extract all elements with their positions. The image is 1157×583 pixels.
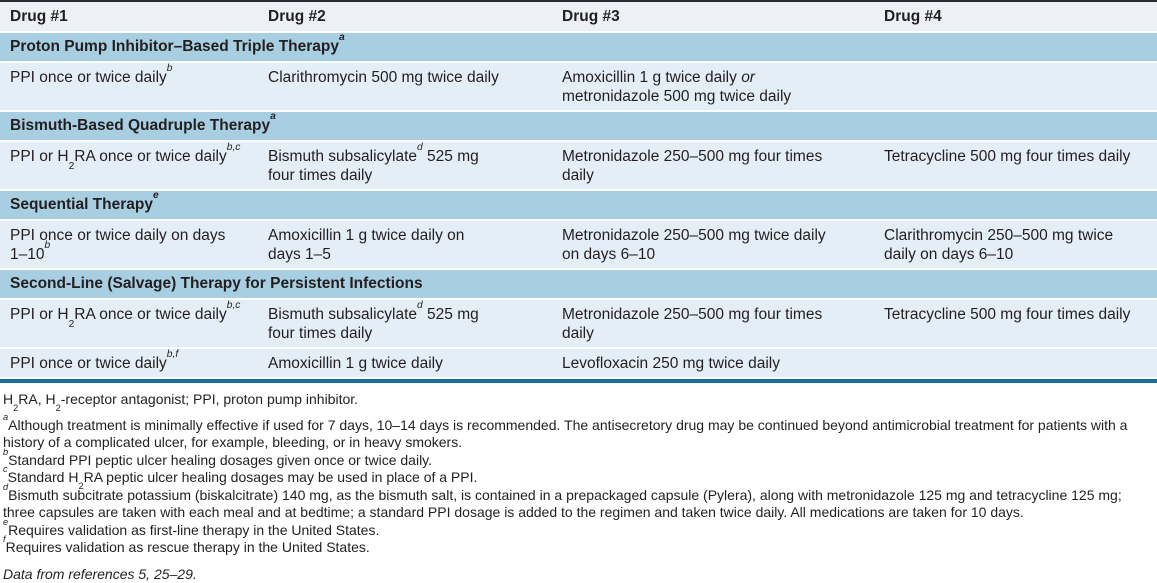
table-row: PPI once or twice daily on days 1–10b Amox… — [0, 220, 1157, 269]
section-header: Proton Pump Inhibitor–Based Triple Thera… — [0, 32, 1157, 62]
footnote-list: aAlthough treatment is minimally effecti… — [3, 411, 1153, 557]
table-header: Drug #1 Drug #2 Drug #3 Drug #4 — [0, 2, 1157, 32]
footnote: aAlthough treatment is minimally effecti… — [3, 411, 1128, 450]
section-header: Second-Line (Salvage) Therapy for Persis… — [0, 269, 1157, 299]
source-note: Data from references 5, 25–29. — [3, 565, 197, 582]
table-cell: Metronidazole 250–500 mg four times daily — [552, 299, 874, 348]
table-row: PPI once or twice dailyb,f Amoxicillin 1 … — [0, 348, 1157, 378]
table-cell — [874, 62, 1157, 111]
therapy-regimen-table: Drug #1 Drug #2 Drug #3 Drug #4 Proton Pump… — [0, 0, 1157, 383]
table-row: PPI or H2RA once or twice dailyb,c Bismut… — [0, 299, 1157, 348]
drug-regimen-table: Drug #1 Drug #2 Drug #3 Drug #4 Proton Pump… — [0, 2, 1157, 379]
footnote: fRequires validation as rescue therapy i… — [3, 534, 370, 555]
table-cell — [874, 348, 1157, 378]
table-cell: PPI or H2RA once or twice dailyb,c — [0, 299, 258, 348]
column-header-row: Drug #1 Drug #2 Drug #3 Drug #4 — [0, 2, 1157, 32]
table-row: PPI once or twice dailyb Clarithromycin 5… — [0, 62, 1157, 111]
table-cell: PPI once or twice daily on days 1–10b — [0, 220, 258, 269]
footnote: eRequires validation as first-line thera… — [3, 516, 380, 538]
column-header: Drug #2 — [258, 2, 552, 32]
table-cell: Bismuth subsalicylated 525 mg four times … — [258, 299, 552, 348]
table-cell: Metronidazole 250–500 mg four times daily — [552, 141, 874, 190]
section-header-row: Proton Pump Inhibitor–Based Triple Thera… — [0, 32, 1157, 62]
table-cell: Levofloxacin 250 mg twice daily — [552, 348, 874, 378]
table-cell: Amoxicillin 1 g twice daily or metronidaz… — [552, 62, 874, 111]
table-cell: Bismuth subsalicylated 525 mg four times … — [258, 141, 552, 190]
table-row: PPI or H2RA once or twice dailyb,c Bismut… — [0, 141, 1157, 190]
table-cell: Tetracycline 500 mg four times daily — [874, 299, 1157, 348]
footnote: bStandard PPI peptic ulcer healing dosag… — [3, 446, 433, 468]
table-cell: PPI once or twice dailyb,f — [0, 348, 258, 378]
table-cell: Amoxicillin 1 g twice daily — [258, 348, 552, 378]
footnote: dBismuth subcitrate potassium (biskalcit… — [3, 481, 1122, 520]
footnote: cStandard H2RA peptic ulcer healing dosa… — [3, 464, 478, 492]
section-header-row: Bismuth-Based Quadruple Therapya — [0, 111, 1157, 141]
section-header-row: Sequential Therapye — [0, 190, 1157, 220]
section-header: Bismuth-Based Quadruple Therapya — [0, 111, 1157, 141]
table-cell: Clarithromycin 500 mg twice daily — [258, 62, 552, 111]
abbreviations-note: H2RA, H2-receptor antagonist; PPI, proto… — [3, 391, 359, 414]
table-cell: Clarithromycin 250–500 mg twice daily on … — [874, 220, 1157, 269]
table-cell: PPI once or twice dailyb — [0, 62, 258, 111]
table-footnotes: H2RA, H2-receptor antagonist; PPI, proto… — [0, 383, 1157, 583]
section-header-row: Second-Line (Salvage) Therapy for Persis… — [0, 269, 1157, 299]
table-cell: Amoxicillin 1 g twice daily on days 1–5 — [258, 220, 552, 269]
column-header: Drug #1 — [0, 2, 258, 32]
table-cell: Metronidazole 250–500 mg twice daily on d… — [552, 220, 874, 269]
section-header: Sequential Therapye — [0, 190, 1157, 220]
table-cell: Tetracycline 500 mg four times daily — [874, 141, 1157, 190]
column-header: Drug #3 — [552, 2, 874, 32]
column-header: Drug #4 — [874, 2, 1157, 32]
table-cell: PPI or H2RA once or twice dailyb,c — [0, 141, 258, 190]
table-body: Proton Pump Inhibitor–Based Triple Thera… — [0, 32, 1157, 378]
